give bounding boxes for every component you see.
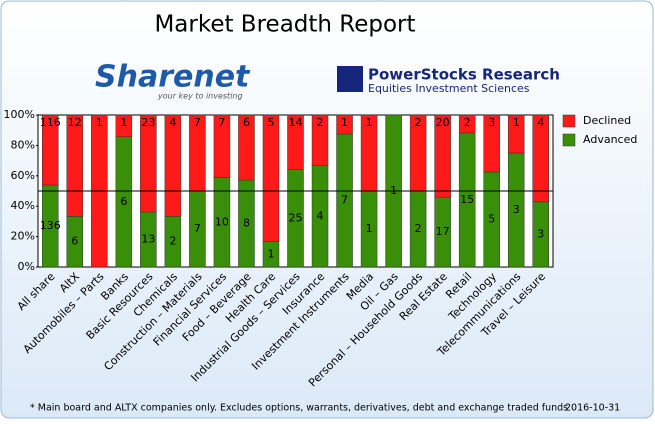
logo-tagline: your key to investing	[157, 92, 243, 101]
data-label: 5	[488, 213, 495, 226]
data-label: 25	[289, 211, 303, 224]
y-tick-label: 40%	[11, 199, 35, 212]
bar	[287, 114, 304, 170]
data-label: 8	[243, 217, 250, 230]
logo-tagline: Equities Investment Sciences	[368, 82, 530, 95]
legend-swatch	[562, 133, 576, 147]
bar	[311, 114, 329, 166]
legend-label: Advanced	[583, 133, 637, 146]
y-tick-label: 100%	[4, 108, 35, 121]
bar	[483, 114, 500, 173]
data-label: 1	[513, 116, 520, 129]
data-label: 20	[436, 116, 450, 129]
bar	[458, 114, 476, 134]
data-label: 2	[415, 222, 422, 235]
data-label: 1	[341, 116, 348, 129]
data-label: 1	[120, 116, 127, 129]
bar	[507, 114, 525, 154]
data-label: 7	[194, 116, 201, 129]
bar	[532, 114, 549, 203]
bar	[140, 114, 157, 213]
data-label: 2	[317, 116, 324, 129]
data-label: 7	[341, 194, 348, 207]
data-label: 12	[68, 116, 82, 129]
data-label: 7	[218, 116, 225, 129]
bar	[238, 114, 255, 181]
data-label: 6	[71, 235, 78, 248]
logo: PowerStocks Research	[368, 66, 560, 84]
data-label: 15	[460, 193, 474, 206]
footnote: * Main board and ALTX companies only. Ex…	[30, 403, 568, 414]
data-label: 4	[537, 116, 544, 129]
legend-swatch	[562, 114, 576, 128]
logo: Sharenet	[95, 60, 251, 95]
data-label: 7	[194, 222, 201, 235]
chart-title: Market Breadth Report	[154, 12, 415, 38]
data-label: 4	[169, 116, 176, 129]
data-label: 1	[366, 222, 373, 235]
data-label: 3	[488, 116, 495, 129]
bar	[115, 114, 133, 137]
data-label: 13	[141, 233, 155, 246]
data-label: 136	[40, 219, 61, 232]
data-label: 2	[464, 116, 471, 129]
bar	[213, 114, 231, 178]
data-label: 116	[40, 116, 61, 129]
data-label: 17	[436, 225, 450, 238]
data-label: 23	[141, 116, 155, 129]
bar	[434, 114, 451, 198]
data-label: 6	[243, 116, 250, 129]
y-tick-label: 20%	[11, 230, 35, 243]
y-tick-label: 0%	[18, 260, 35, 273]
logo-icon	[337, 66, 363, 92]
legend-label: Declined	[583, 114, 631, 127]
data-label: 2	[169, 235, 176, 248]
data-label: 5	[267, 116, 274, 129]
data-label: 3	[513, 203, 520, 216]
date: 2016-10-31	[565, 403, 620, 414]
bar	[66, 114, 84, 217]
data-label: 1	[366, 116, 373, 129]
data-label: 4	[317, 209, 324, 222]
data-label: 10	[215, 215, 229, 228]
bar	[336, 114, 353, 135]
data-label: 14	[289, 116, 303, 129]
data-label: 3	[537, 227, 544, 240]
y-tick-label: 60%	[11, 169, 35, 182]
bar	[164, 114, 182, 217]
bar	[42, 114, 59, 186]
y-tick-label: 80%	[11, 138, 35, 151]
data-label: 2	[415, 116, 422, 129]
data-label: 1	[96, 116, 103, 129]
data-label: 1	[267, 247, 274, 260]
data-label: 6	[120, 195, 127, 208]
bar	[262, 114, 280, 242]
